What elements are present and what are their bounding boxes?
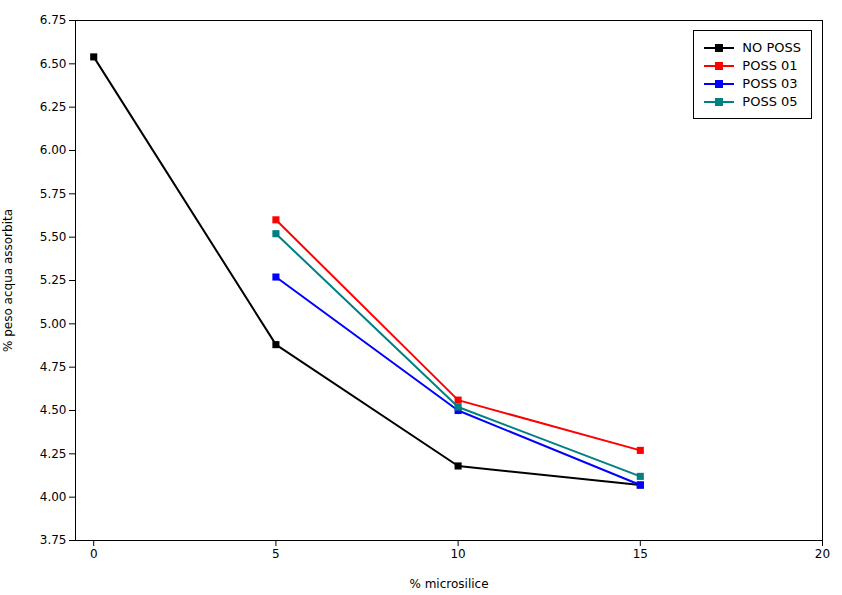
svg-text:4.50: 4.50 bbox=[40, 403, 67, 417]
svg-text:5: 5 bbox=[272, 547, 280, 561]
svg-text:15: 15 bbox=[633, 547, 648, 561]
svg-text:6.50: 6.50 bbox=[40, 57, 67, 71]
svg-text:6.75: 6.75 bbox=[40, 13, 67, 27]
html-text:POSS 01: POSS 01 bbox=[742, 58, 798, 73]
svg-text:% microsilice: % microsilice bbox=[409, 577, 488, 591]
svg-text:4.25: 4.25 bbox=[40, 447, 67, 461]
svg-text:5.50: 5.50 bbox=[40, 230, 67, 244]
svg-text:10: 10 bbox=[450, 547, 465, 561]
svg-text:3.75: 3.75 bbox=[40, 533, 67, 547]
html-text:POSS 05: POSS 05 bbox=[742, 94, 798, 109]
html-text:POSS 03: POSS 03 bbox=[742, 76, 798, 91]
svg-text:% peso acqua assorbita: % peso acqua assorbita bbox=[1, 209, 15, 352]
svg-text:5.25: 5.25 bbox=[40, 273, 67, 287]
svg-text:4.00: 4.00 bbox=[40, 490, 67, 504]
svg-text:5.00: 5.00 bbox=[40, 317, 67, 331]
svg-text:0: 0 bbox=[90, 547, 98, 561]
html-text:NO POSS: NO POSS bbox=[742, 40, 801, 55]
svg-text:6.25: 6.25 bbox=[40, 100, 67, 114]
svg-text:6.00: 6.00 bbox=[40, 143, 67, 157]
svg-text:5.75: 5.75 bbox=[40, 187, 67, 201]
svg-text:4.75: 4.75 bbox=[40, 360, 67, 374]
svg-text:20: 20 bbox=[815, 547, 830, 561]
